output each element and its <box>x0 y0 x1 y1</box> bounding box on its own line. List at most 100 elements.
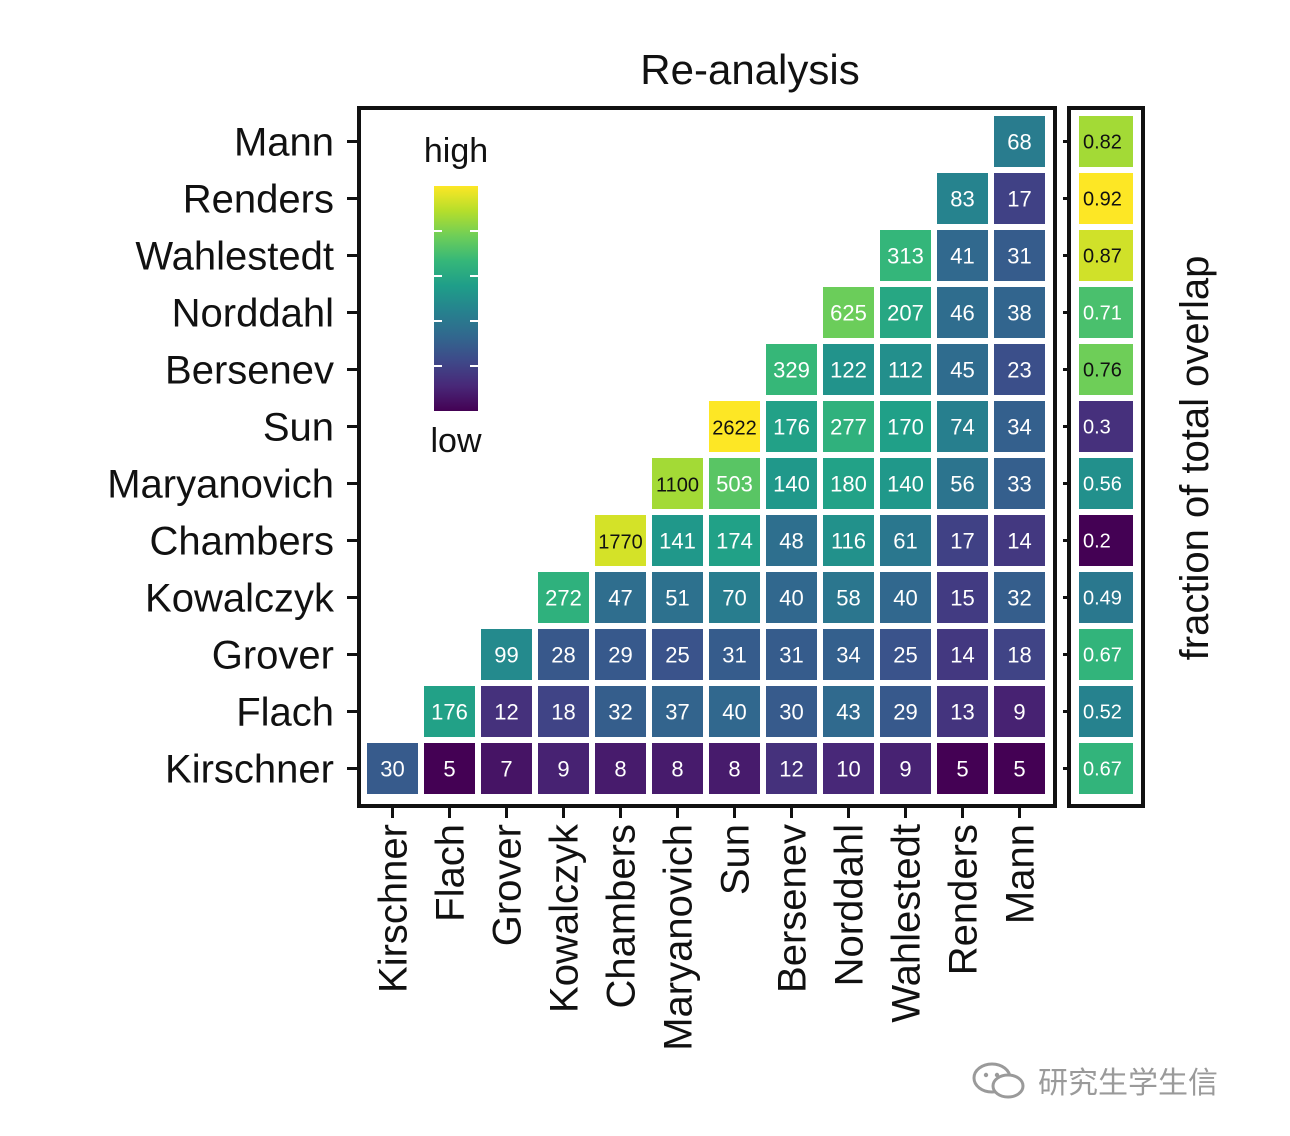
heatmap-cell-value: 18 <box>551 700 575 725</box>
heatmap-cell <box>709 572 760 623</box>
x-tick-label: Kowalczyk <box>543 823 587 1013</box>
heatmap-cell-value: 14 <box>950 643 974 668</box>
heatmap-cell <box>538 629 589 680</box>
overlap-fraction-cell <box>1079 743 1133 794</box>
heatmap-cell <box>994 287 1045 338</box>
overlap-fraction-value: 0.56 <box>1083 474 1122 496</box>
heatmap-cell-value: 17 <box>950 529 974 554</box>
heatmap-cell-value: 40 <box>722 700 746 725</box>
heatmap-cell <box>709 629 760 680</box>
heatmap-cell-value: 112 <box>888 358 923 383</box>
heatmap-cell-value: 40 <box>893 586 917 611</box>
heatmap-cell-value: 43 <box>836 700 860 725</box>
heatmap-cell-value: 122 <box>830 358 867 383</box>
heatmap-cell <box>595 686 646 737</box>
heatmap-cell <box>766 515 817 566</box>
overlap-fraction-value: 0.92 <box>1083 189 1122 211</box>
heatmap-cell <box>481 686 532 737</box>
heatmap-cell <box>766 401 817 452</box>
x-tick-label: Renders <box>942 824 986 975</box>
side-axis-label: fraction of total overlap <box>1173 256 1217 661</box>
heatmap-cell <box>937 173 988 224</box>
overlap-fraction-value: 0.67 <box>1083 645 1122 667</box>
heatmap-cell <box>937 401 988 452</box>
heatmap-cell <box>880 515 931 566</box>
heatmap-cell-value: 32 <box>1007 586 1031 611</box>
heatmap-cell <box>994 572 1045 623</box>
heatmap-cell <box>937 629 988 680</box>
heatmap-cell-value: 12 <box>779 757 803 782</box>
x-tick-label: Mann <box>999 824 1043 924</box>
heatmap-cell-value: 31 <box>1007 244 1031 269</box>
heatmap-cell <box>766 686 817 737</box>
heatmap-cell-value: 9 <box>899 757 911 782</box>
heatmap-cell <box>880 686 931 737</box>
x-tick-label: Wahlestedt <box>885 824 929 1023</box>
heatmap-cell-value: 83 <box>950 187 974 212</box>
heatmap-cell-value: 8 <box>728 757 740 782</box>
heatmap-cell <box>937 458 988 509</box>
heatmap-cell-value: 13 <box>950 700 974 725</box>
side-panel-frame <box>1067 106 1145 808</box>
heatmap-cell <box>880 287 931 338</box>
watermark: 研究生学生信 <box>970 1058 1218 1102</box>
heatmap-cell-value: 29 <box>893 700 917 725</box>
heatmap-cell <box>880 401 931 452</box>
heatmap-cell-value: 23 <box>1007 358 1031 383</box>
heatmap-cell <box>994 173 1045 224</box>
heatmap-cell-value: 1100 <box>656 475 699 497</box>
heatmap-cell <box>937 230 988 281</box>
heatmap-cell-value: 14 <box>1007 529 1031 554</box>
heatmap-cell <box>595 629 646 680</box>
heatmap-cell <box>823 743 874 794</box>
heatmap-cell <box>538 572 589 623</box>
heatmap-cell <box>937 743 988 794</box>
x-tick-label: Norddahl <box>828 824 872 986</box>
heatmap-cell-value: 46 <box>950 301 974 326</box>
heatmap-cell-value: 8 <box>614 757 626 782</box>
heatmap-cell-value: 48 <box>779 529 803 554</box>
heatmap-cell <box>994 116 1045 167</box>
overlap-fraction-cell <box>1079 515 1133 566</box>
heatmap-cell <box>994 515 1045 566</box>
overlap-fraction-cell <box>1079 116 1133 167</box>
overlap-fraction-cell <box>1079 173 1133 224</box>
x-tick-label: Flach <box>429 824 473 922</box>
heatmap-cell <box>595 515 646 566</box>
heatmap-cell-value: 38 <box>1007 301 1031 326</box>
overlap-fraction-cell <box>1079 344 1133 395</box>
heatmap-cell-value: 34 <box>1007 415 1031 440</box>
heatmap-cell-value: 61 <box>893 529 917 554</box>
y-axis-labels: Kirschner Flach Grover Kowalczyk Chambers Mar… <box>107 121 357 792</box>
x-tick-label: Bersenev <box>771 824 815 993</box>
y-tick-label: Kirschner <box>165 748 334 792</box>
wechat-logo-icon <box>972 1062 1025 1099</box>
y-tick-label: Grover <box>212 634 334 678</box>
heatmap-cell <box>652 572 703 623</box>
heatmap-cell-value: 9 <box>557 757 569 782</box>
heatmap-cell-value: 17 <box>1007 187 1031 212</box>
heatmap-cell <box>937 572 988 623</box>
heatmap-cell-value: 34 <box>836 643 860 668</box>
heatmap-cell-value: 5 <box>443 757 455 782</box>
heatmap-cell <box>367 743 418 794</box>
heatmap-cell-value: 12 <box>494 700 518 725</box>
heatmap-cell-value: 30 <box>779 700 803 725</box>
heatmap-cell <box>823 401 874 452</box>
overlap-fraction-cell <box>1079 230 1133 281</box>
heatmap-cell <box>652 743 703 794</box>
heatmap-cell-value: 141 <box>659 529 696 554</box>
heatmap-cell <box>595 743 646 794</box>
heatmap-cell <box>652 629 703 680</box>
heatmap-cell <box>823 287 874 338</box>
heatmap-cell-value: 176 <box>431 700 468 725</box>
heatmap-cell <box>880 743 931 794</box>
heatmap-cell <box>937 515 988 566</box>
heatmap-cell <box>652 515 703 566</box>
heatmap-cell <box>709 743 760 794</box>
heatmap-cell <box>880 572 931 623</box>
heatmap-cell-value: 170 <box>887 415 924 440</box>
overlap-fraction-cell <box>1079 572 1133 623</box>
heatmap-cell-value: 29 <box>608 643 632 668</box>
